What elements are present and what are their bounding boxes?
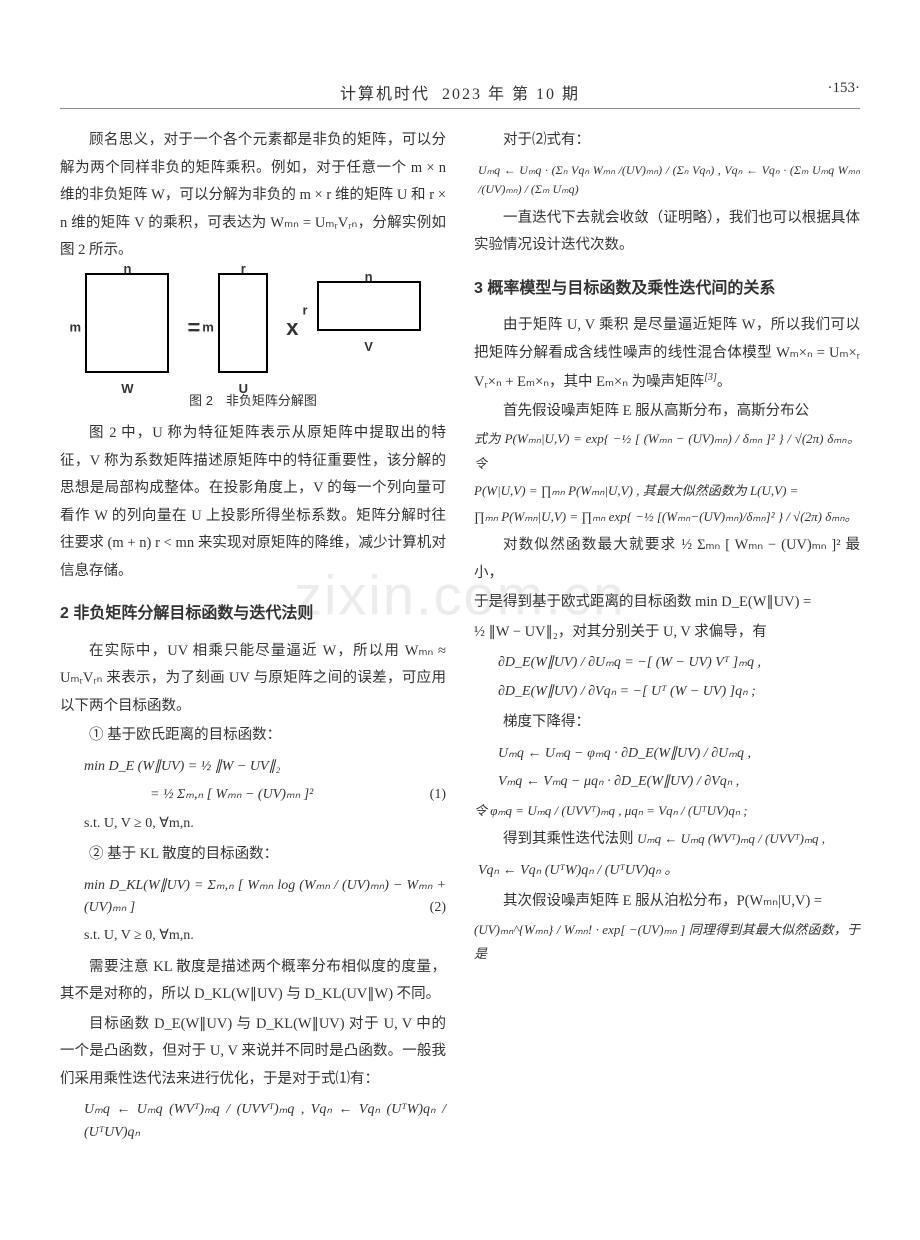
left-column: 顾名思义，对于一个各个元素都是非负的矩阵，可以分解为两个同样非负的矩阵乘积。例如…: [60, 127, 446, 1150]
eq-grad-u: Uₘq ← Uₘq − φₘq · ∂D_E(W∥UV) / ∂Uₘq ,: [498, 743, 860, 765]
para-converge: 一直迭代下去就会收敛（证明略），我们也可以根据具体实验情况设计迭代次数。: [474, 205, 860, 260]
v-bottom-label: V: [364, 335, 373, 360]
eq-grad-v: Vₘq ← Vₘq − μqₙ · ∂D_E(W∥UV) / ∂Vqₙ ,: [498, 771, 860, 793]
eq-partial-u: ∂D_E(W∥UV) / ∂Uₘq = −[ (W − UV) Vᵀ ]ₘq ,: [498, 652, 860, 674]
para-loglike: 对数似然函数最大就要求 ½ Σₘₙ [ Wₘₙ − (UV)ₘₙ ]² 最小，: [474, 532, 860, 587]
para8-tail: 。: [717, 373, 732, 389]
eq1b-body: = ½ Σₘ,ₙ [ Wₘₙ − (UV)ₘₙ ]²: [150, 787, 313, 802]
eq-iter-2: Uₘq ← Uₘq · (Σₙ Vqₙ Wₘₙ /(UV)ₘₙ) / (Σₙ V…: [478, 161, 860, 199]
u-left-label: m: [202, 316, 214, 341]
constraint-1: s.t. U, V ≥ 0, ∀m,n.: [84, 813, 446, 835]
gauss-formula: 式为 P(Wₘₙ|U,V) = exp{ −½ [ (Wₘₙ − (UV)ₘₙ)…: [474, 427, 860, 476]
para-let-phi: 令 φₘq = Uₘq / (UVVᵀ)ₘq , μqₙ = Vqₙ / (Uᵀ…: [474, 799, 860, 824]
eq2-body: min D_KL(W∥UV) = Σₘ,ₙ [ Wₘₙ log (Wₘₙ / (…: [84, 878, 446, 915]
two-column-layout: 顾名思义，对于一个各个元素都是非负的矩阵，可以分解为两个同样非负的矩阵乘积。例如…: [60, 127, 860, 1150]
gauss-likelihood-2: ∏ₘₙ P(Wₘₙ|U,V) = ∏ₘₙ exp{ −½ [(Wₘₙ−(UV)ₘ…: [474, 505, 860, 530]
matrix-u: [218, 273, 268, 373]
para-poisson: 其次假设噪声矩阵 E 服从泊松分布，P(Wₘₙ|U,V) =: [474, 888, 860, 916]
para-eq2-lead: 对于⑵式有：: [474, 127, 860, 155]
u-top-label: r: [241, 257, 246, 282]
issue-info: 2023 年 第 10 期: [442, 86, 580, 103]
para-prob-model: 由于矩阵 U, V 乘积 是尽量逼近矩阵 W，所以我们可以把矩阵分解看成含线性噪…: [474, 312, 860, 395]
constraint-2: s.t. U, V ≥ 0, ∀m,n.: [84, 925, 446, 947]
page: zixin.com.cn 计算机时代 2023 年 第 10 期 ·153· 顾…: [0, 0, 920, 1190]
para8-text: 由于矩阵 U, V 乘积 是尽量逼近矩阵 W，所以我们可以把矩阵分解看成含线性噪…: [474, 317, 860, 389]
para-kl-note: 需要注意 KL 散度是描述两个概率分布相似度的度量，其不是对称的，所以 D_KL…: [60, 954, 446, 1009]
page-number: ·153·: [828, 80, 861, 97]
nmf-diagram: n m W = r m U x: [60, 273, 446, 384]
equation-1b: = ½ Σₘ,ₙ [ Wₘₙ − (UV)ₘₙ ]² (1): [150, 784, 446, 806]
eq1-num: (1): [430, 784, 446, 806]
eq-iter-1: Uₘq ← Uₘq (WVᵀ)ₘq / (UVVᵀ)ₘq , Vqₙ ← Vqₙ…: [84, 1099, 446, 1144]
equals-op: =: [187, 307, 200, 349]
para-approx: 在实际中，UV 相乘只能尽量逼近 W，所以用 Wₘₙ ≈ UₘᵣVᵣₙ 来表示，…: [60, 638, 446, 721]
mult-rule-lead: 得到其乘性迭代法则: [503, 831, 634, 847]
section-2-title: 2 非负矩阵分解目标函数与迭代法则: [60, 599, 446, 629]
obj2-label: ② 基于 KL 散度的目标函数：: [60, 841, 446, 869]
journal-name: 计算机时代: [340, 86, 430, 103]
cite-3: [3]: [704, 372, 717, 383]
eq2-num: (2): [430, 897, 446, 919]
para-partial-lead: ½ ∥W − UV∥₂，对其分别关于 U, V 求偏导，有: [474, 619, 860, 647]
figure-2-caption: 图 2 非负矩阵分解图: [60, 389, 446, 414]
page-header: 计算机时代 2023 年 第 10 期 ·153·: [60, 80, 860, 109]
matrix-v-box: n r V: [317, 281, 421, 342]
v-left-label: r: [303, 299, 308, 324]
matrix-w-box: n m W: [85, 273, 169, 384]
right-column: 对于⑵式有： Uₘq ← Uₘq · (Σₙ Vqₙ Wₘₙ /(UV)ₘₙ) …: [474, 127, 860, 1150]
section-3-title: 3 概率模型与目标函数及乘性迭代间的关系: [474, 274, 860, 304]
para-gradient: 梯度下降得：: [474, 709, 860, 737]
equation-2: min D_KL(W∥UV) = Σₘ,ₙ [ Wₘₙ log (Wₘₙ / (…: [84, 875, 446, 920]
w-left-label: m: [69, 316, 81, 341]
para-gaussian-lead: 首先假设噪声矩阵 E 服从高斯分布，高斯分布公: [474, 398, 860, 426]
para-fig-explain: 图 2 中，U 称为特征矩阵表示从原矩阵中提取出的特征，V 称为系数矩阵描述原矩…: [60, 420, 446, 585]
eq-mult-u: Uₘq ← Uₘq (WVᵀ)ₘq / (UVVᵀ)ₘq ,: [637, 831, 825, 846]
w-bottom-label: W: [121, 377, 133, 402]
matrix-w: [85, 273, 169, 373]
para-mult-rule: 得到其乘性迭代法则 Uₘq ← Uₘq (WVᵀ)ₘq / (UVVᵀ)ₘq ,: [474, 826, 860, 854]
matrix-u-box: r m U: [218, 273, 268, 384]
equation-1a: min D_E (W∥UV) = ½ ∥W − UV∥₂: [84, 756, 446, 778]
eq-poisson: (UV)ₘₙ^{Wₘₙ} / Wₘₙ! · exp[ −(UV)ₘₙ ] 同理得…: [474, 918, 860, 967]
eq-mult-v: Vqₙ ← Vqₙ (UᵀW)qₙ / (UᵀUV)qₙ 。: [478, 860, 860, 882]
w-top-label: n: [123, 257, 131, 282]
para-convex: 目标函数 D_E(W∥UV) 与 D_KL(W∥UV) 对于 U, V 中的一个…: [60, 1011, 446, 1094]
v-top-label: n: [365, 265, 373, 290]
content: 计算机时代 2023 年 第 10 期 ·153· 顾名思义，对于一个各个元素都…: [60, 80, 860, 1150]
u-bottom-label: U: [239, 377, 248, 402]
para-euclid-obj: 于是得到基于欧式距离的目标函数 min D_E(W∥UV) =: [474, 589, 860, 617]
obj1-label: ① 基于欧氏距离的目标函数：: [60, 722, 446, 750]
para-intro: 顾名思义，对于一个各个元素都是非负的矩阵，可以分解为两个同样非负的矩阵乘积。例如…: [60, 127, 446, 265]
times-op: x: [286, 307, 298, 349]
eq-partial-v: ∂D_E(W∥UV) / ∂Vqₙ = −[ Uᵀ (W − UV) ]qₙ ;: [498, 681, 860, 703]
gauss-likelihood-1: P(W|U,V) = ∏ₘₙ P(Wₘₙ|U,V) , 其最大似然函数为 L(U…: [474, 479, 860, 504]
figure-2: n m W = r m U x: [60, 273, 446, 414]
